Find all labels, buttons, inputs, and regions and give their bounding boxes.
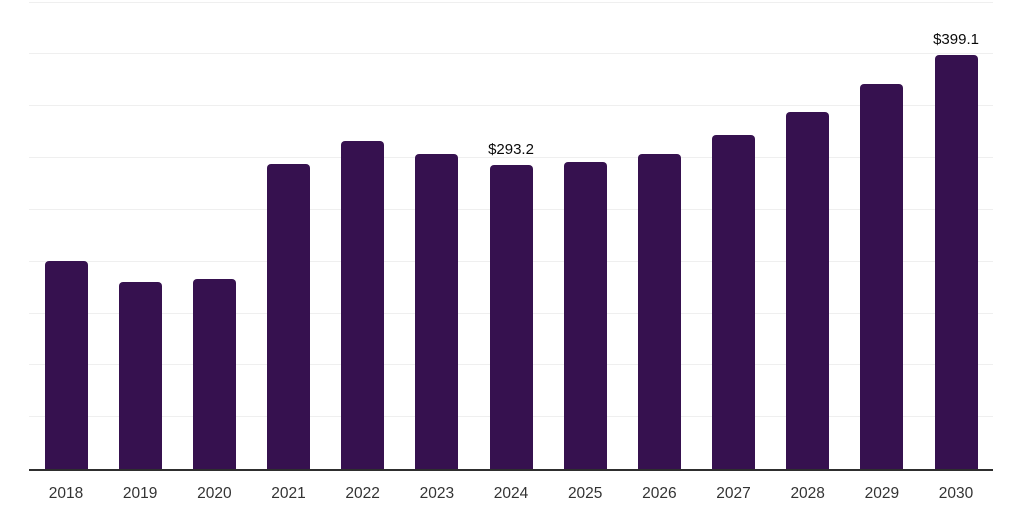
bar-2019 bbox=[118, 281, 162, 469]
bar-2028 bbox=[786, 112, 830, 469]
x-axis-line bbox=[29, 469, 993, 471]
bar-2024 bbox=[489, 165, 533, 469]
x-tick-2029: 2029 bbox=[864, 485, 900, 502]
x-tick-2025: 2025 bbox=[567, 485, 603, 502]
bar-2018 bbox=[44, 260, 88, 469]
gridline-400 bbox=[29, 53, 993, 55]
x-tick-2027: 2027 bbox=[716, 485, 751, 502]
data-label-2030: $399.1 bbox=[933, 31, 979, 49]
x-tick-2022: 2022 bbox=[345, 485, 380, 502]
bar-2023 bbox=[415, 153, 459, 469]
bar-2025 bbox=[563, 162, 607, 469]
data-label-2024: $293.2 bbox=[488, 141, 534, 159]
gridline-450 bbox=[29, 1, 993, 3]
bar-2029 bbox=[860, 84, 904, 469]
bar-2026 bbox=[637, 154, 681, 469]
plot-area: $293.2 $399.1 bbox=[29, 0, 993, 471]
bar-2030 bbox=[934, 55, 978, 469]
x-tick-2020: 2020 bbox=[197, 485, 232, 502]
gridline-350 bbox=[29, 105, 993, 107]
gridline-300 bbox=[29, 157, 993, 158]
x-tick-2018: 2018 bbox=[48, 485, 84, 502]
bar-2027 bbox=[712, 135, 756, 469]
x-tick-2026: 2026 bbox=[642, 485, 677, 502]
bar-2022 bbox=[341, 141, 385, 469]
bar-2021 bbox=[267, 163, 310, 469]
x-tick-2023: 2023 bbox=[419, 485, 455, 502]
x-tick-2024: 2024 bbox=[493, 485, 529, 502]
x-tick-2021: 2021 bbox=[271, 485, 306, 502]
x-tick-2028: 2028 bbox=[790, 485, 825, 502]
x-tick-2019: 2019 bbox=[122, 485, 158, 502]
bar-2020 bbox=[192, 279, 236, 469]
x-tick-2030: 2030 bbox=[938, 485, 974, 502]
